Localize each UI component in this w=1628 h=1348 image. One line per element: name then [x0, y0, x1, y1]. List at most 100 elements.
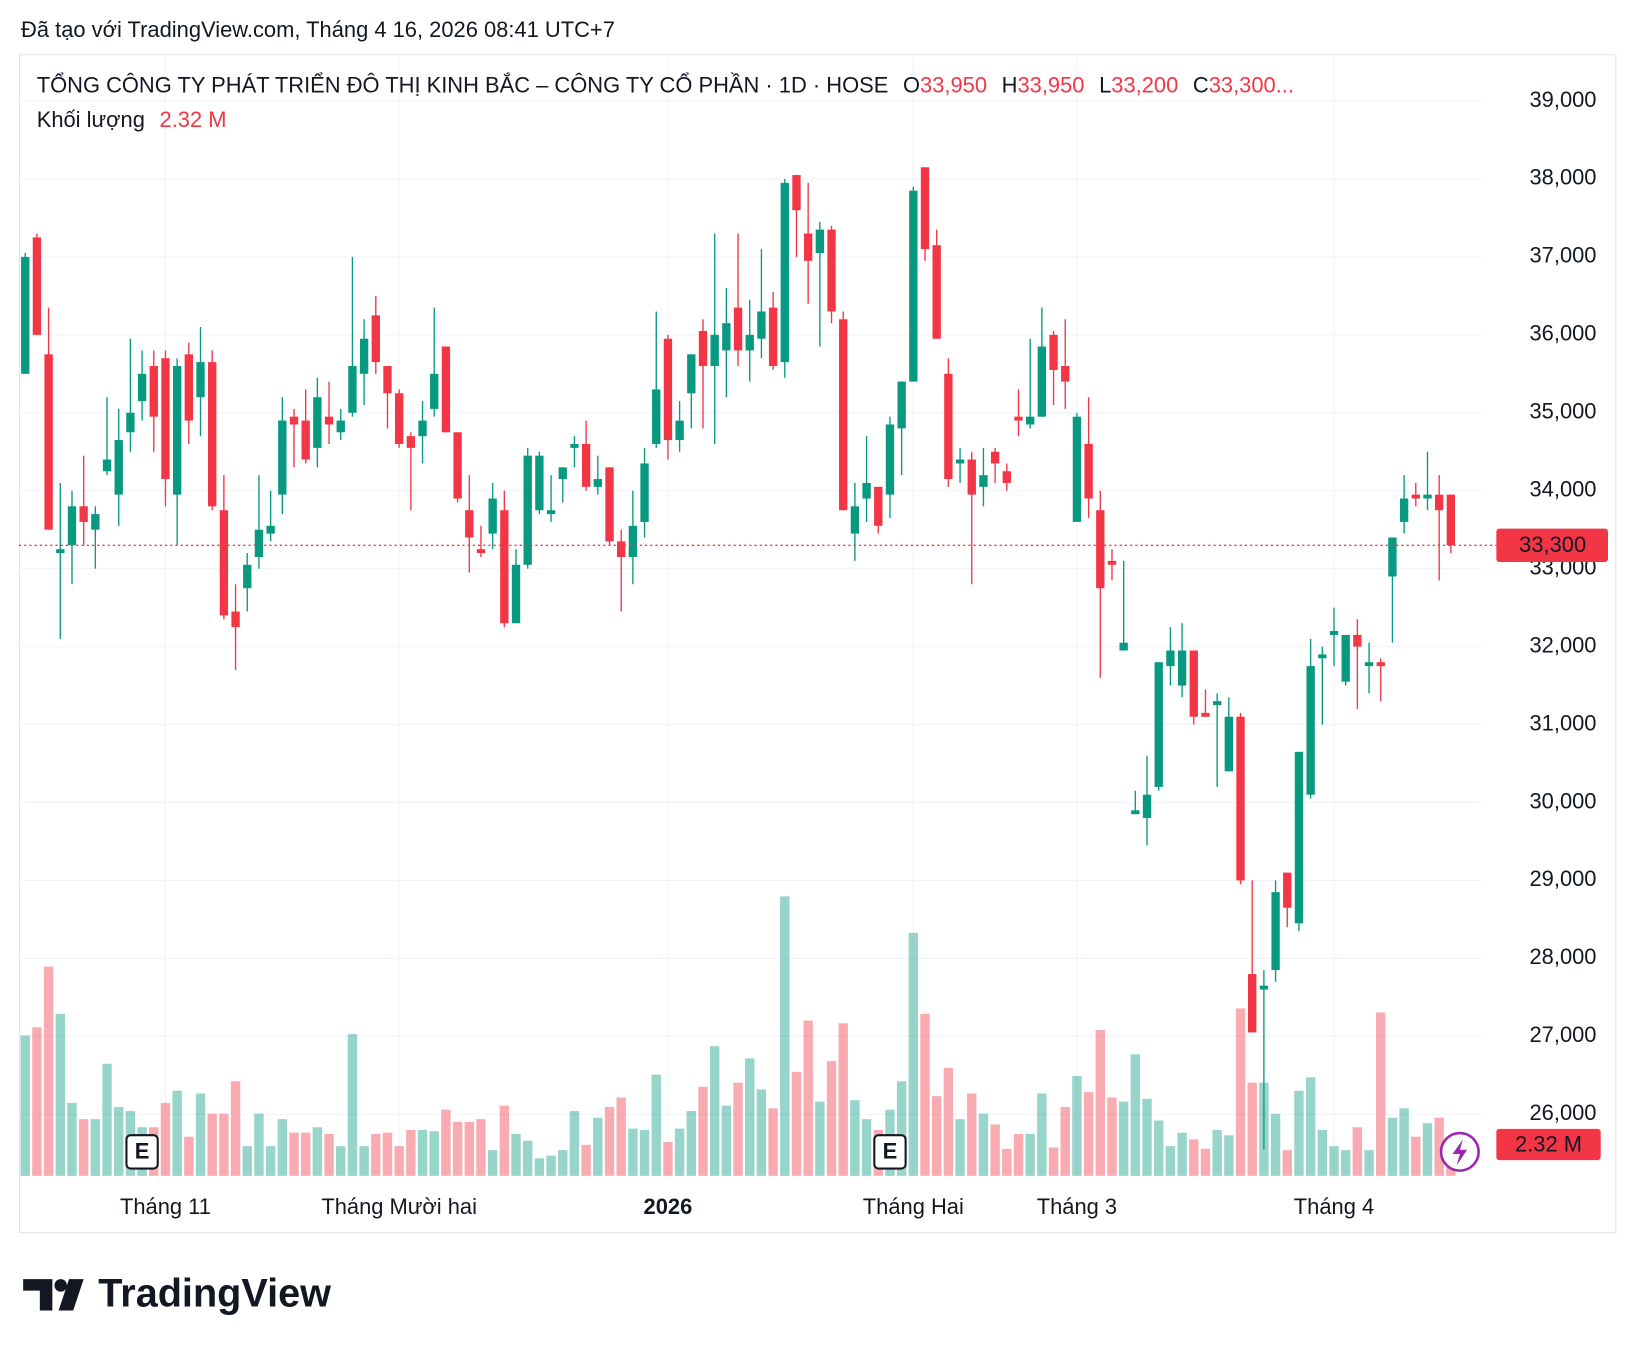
candle-body [102, 459, 112, 472]
volume-bar [382, 1132, 393, 1176]
volume-bar [1002, 1148, 1012, 1176]
candle-body [418, 420, 427, 437]
volume-bar [908, 932, 919, 1176]
volume-bar [476, 1119, 486, 1176]
volume-bar [219, 1113, 229, 1176]
x-tick-label: Tháng 11 [120, 1194, 211, 1219]
candle-body [114, 440, 123, 495]
candle-body [430, 373, 439, 409]
volume-bar [312, 1127, 323, 1176]
candle-body [768, 307, 778, 367]
volume-bar [745, 1058, 755, 1176]
volume-bar [1037, 1093, 1047, 1176]
candle-body [792, 175, 801, 211]
candle-body [745, 334, 754, 351]
volume-bar [826, 1061, 837, 1176]
candle-body [1002, 471, 1011, 483]
candle-body [1189, 650, 1198, 717]
x-tick-label: Tháng 4 [1294, 1194, 1374, 1219]
candle-body [1014, 416, 1023, 421]
volume-bar [1130, 1054, 1141, 1176]
volume-bar [394, 1146, 404, 1176]
candle-body [1376, 662, 1385, 667]
volume-bar [815, 1101, 825, 1176]
volume-bar [1294, 1090, 1304, 1176]
candle-body [383, 366, 392, 394]
volume-bar [417, 1129, 428, 1176]
volume-bar [359, 1146, 369, 1176]
candle-body [1388, 537, 1397, 577]
volume-bar [709, 1046, 720, 1176]
candle-body [348, 366, 357, 413]
volume-bar [195, 1093, 206, 1176]
volume-bar [1422, 1123, 1433, 1176]
candle-body [219, 510, 229, 616]
volume-bar [289, 1132, 299, 1176]
candle-body [1131, 810, 1140, 815]
volume-bar [756, 1089, 767, 1176]
candle-body [605, 467, 614, 542]
volume-bar [920, 1013, 930, 1176]
volume-bar [803, 1020, 813, 1176]
candle-body [1259, 985, 1269, 990]
candle-body [91, 514, 100, 530]
volume-bar [674, 1128, 685, 1176]
volume-bar [616, 1097, 626, 1176]
candle-body [663, 338, 673, 441]
legend-title: TỔNG CÔNG TY PHÁT TRIỂN ĐÔ THỊ KINH BẮC … [37, 72, 1294, 97]
lightning-button[interactable] [1439, 1131, 1480, 1172]
volume-bar [67, 1102, 77, 1176]
volume-bar [639, 1129, 650, 1176]
event-label: E [135, 1139, 150, 1164]
candle-body [1236, 716, 1245, 881]
volume-bar [406, 1129, 416, 1176]
y-tick-label: 29,000 [1529, 866, 1596, 891]
candle-body [1434, 494, 1444, 511]
candle-body [850, 506, 860, 534]
volume-bar [581, 1144, 591, 1176]
candle-body [1177, 650, 1187, 686]
volume-bar [1235, 1008, 1246, 1176]
volume-bar [1340, 1150, 1351, 1176]
candle-body [839, 319, 848, 511]
volume-bar [55, 1013, 65, 1176]
y-tick-label: 26,000 [1529, 1100, 1596, 1125]
volume-bar [534, 1158, 545, 1176]
volume-bar [1154, 1120, 1164, 1176]
volume-bar [1329, 1146, 1339, 1176]
last-volume-box [1496, 1128, 1601, 1161]
candle-body [1306, 666, 1315, 795]
candle-body [523, 455, 532, 565]
legend-value: 33,200 [1111, 72, 1178, 97]
candle-body [79, 506, 88, 522]
volume-bar [1387, 1117, 1398, 1176]
candle-body [243, 564, 252, 589]
candle-body [885, 424, 895, 495]
candle-body [593, 479, 602, 487]
legend-value: 33,300... [1209, 72, 1294, 97]
page-header: Đã tạo với TradingView.com, Tháng 4 16, … [21, 17, 615, 42]
candle-body [944, 373, 953, 480]
y-tick-label: 35,000 [1529, 399, 1596, 424]
y-tick-label: 30,000 [1529, 788, 1596, 813]
volume-bar [967, 1093, 977, 1176]
candle-body [336, 420, 345, 433]
volume-bar [1317, 1129, 1328, 1176]
candle-body [932, 245, 941, 339]
candle-body [675, 420, 684, 441]
candle-body [359, 338, 369, 374]
legend-value: 33,950 [920, 72, 987, 97]
volume-bar [1212, 1129, 1222, 1176]
volume-bar [336, 1146, 346, 1176]
volume-bar [1083, 1092, 1094, 1176]
volume-bar [1118, 1101, 1129, 1176]
candle-body [652, 389, 661, 444]
y-tick-label: 27,000 [1529, 1022, 1596, 1047]
volume-bar [90, 1119, 101, 1176]
volume-bar [464, 1121, 474, 1176]
candle-body [1423, 494, 1432, 499]
candle-body [1061, 366, 1070, 382]
candle-body [488, 498, 497, 534]
candle-body [815, 229, 825, 254]
volume-bar [207, 1113, 217, 1176]
